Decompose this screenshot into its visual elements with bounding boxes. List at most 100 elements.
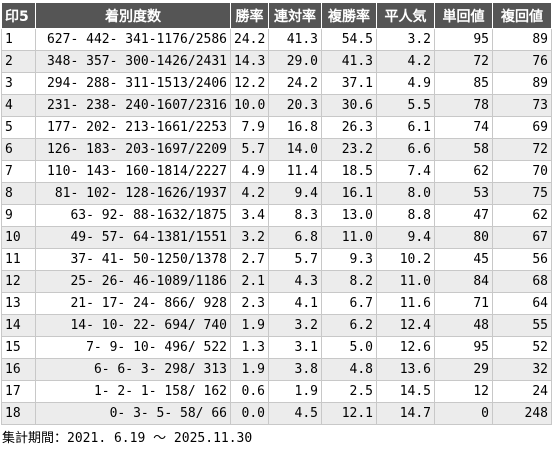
footer-period: 集計期間：2021. 6.19 ～ 2025.11.30: [1, 427, 551, 446]
cell-finish-counts: 0- 3- 5- 58/ 66: [35, 402, 231, 425]
table-row: 9 63- 92- 88-1632/1875 3.4 8.3 13.0 8.8 47 62: [1, 204, 552, 227]
footer-period-value: 2021. 6.19 ～ 2025.11.30: [67, 431, 253, 446]
cell-show-return: 75: [492, 182, 552, 205]
cell-show-return: 76: [492, 50, 552, 73]
cell-avg-popularity: 8.8: [376, 204, 435, 227]
cell-win-return: 95: [434, 336, 493, 359]
cell-rank: 14: [1, 314, 36, 337]
cell-show-rate: 8.2: [321, 270, 377, 293]
cell-place-rate: 5.7: [268, 248, 322, 271]
cell-show-rate: 6.7: [321, 292, 377, 315]
cell-show-return: 248: [492, 402, 552, 425]
cell-win-return: 53: [434, 182, 493, 205]
cell-avg-popularity: 14.5: [376, 380, 435, 403]
cell-avg-popularity: 4.2: [376, 50, 435, 73]
cell-rank: 1: [1, 28, 36, 51]
cell-place-rate: 14.0: [268, 138, 322, 161]
cell-show-return: 72: [492, 138, 552, 161]
cell-show-rate: 13.0: [321, 204, 377, 227]
cell-avg-popularity: 3.2: [376, 28, 435, 51]
cell-win-return: 78: [434, 94, 493, 117]
cell-finish-counts: 49- 57- 64-1381/1551: [35, 226, 231, 249]
cell-avg-popularity: 10.2: [376, 248, 435, 271]
header-win-rate: 勝率: [230, 2, 269, 29]
header-win-return: 単回値: [434, 2, 493, 29]
stats-table: 印5 着別度数 勝率 連対率 複勝率 平人気 単回値 複回値 1 627- 442…: [1, 2, 552, 425]
cell-avg-popularity: 9.4: [376, 226, 435, 249]
table-row: 10 49- 57- 64-1381/1551 3.2 6.8 11.0 9.4 80 67: [1, 226, 552, 249]
cell-place-rate: 3.1: [268, 336, 322, 359]
cell-show-rate: 37.1: [321, 72, 377, 95]
cell-place-rate: 6.8: [268, 226, 322, 249]
header-finish-counts: 着別度数: [35, 2, 231, 29]
table-row: 2 348- 357- 300-1426/2431 14.3 29.0 41.3 4.2 7…: [1, 50, 552, 73]
cell-win-return: 74: [434, 116, 493, 139]
cell-win-return: 58: [434, 138, 493, 161]
cell-finish-counts: 177- 202- 213-1661/2253: [35, 116, 231, 139]
cell-show-rate: 54.5: [321, 28, 377, 51]
table-row: 4 231- 238- 240-1607/2316 10.0 20.3 30.6 5.5 7…: [1, 94, 552, 117]
cell-show-return: 52: [492, 336, 552, 359]
cell-win-return: 80: [434, 226, 493, 249]
cell-place-rate: 4.5: [268, 402, 322, 425]
cell-finish-counts: 126- 183- 203-1697/2209: [35, 138, 231, 161]
cell-show-rate: 11.0: [321, 226, 377, 249]
cell-avg-popularity: 5.5: [376, 94, 435, 117]
cell-finish-counts: 231- 238- 240-1607/2316: [35, 94, 231, 117]
cell-finish-counts: 110- 143- 160-1814/2227: [35, 160, 231, 183]
cell-show-return: 73: [492, 94, 552, 117]
cell-rank: 15: [1, 336, 36, 359]
cell-finish-counts: 14- 10- 22- 694/ 740: [35, 314, 231, 337]
cell-show-rate: 5.0: [321, 336, 377, 359]
table-row: 18 0- 3- 5- 58/ 66 0.0 4.5 12.1 14.7 0 248: [1, 402, 552, 425]
cell-avg-popularity: 11.6: [376, 292, 435, 315]
cell-rank: 13: [1, 292, 36, 315]
cell-finish-counts: 21- 17- 24- 866/ 928: [35, 292, 231, 315]
cell-place-rate: 8.3: [268, 204, 322, 227]
cell-rank: 8: [1, 182, 36, 205]
cell-rank: 11: [1, 248, 36, 271]
table-row: 12 25- 26- 46-1089/1186 2.1 4.3 8.2 11.0 84 68: [1, 270, 552, 293]
cell-place-rate: 24.2: [268, 72, 322, 95]
table-row: 7 110- 143- 160-1814/2227 4.9 11.4 18.5 7.4 62…: [1, 160, 552, 183]
header-place-rate: 連対率: [268, 2, 322, 29]
cell-show-return: 24: [492, 380, 552, 403]
cell-rank: 9: [1, 204, 36, 227]
cell-place-rate: 3.8: [268, 358, 322, 381]
cell-win-rate: 4.2: [230, 182, 269, 205]
cell-show-return: 69: [492, 116, 552, 139]
cell-rank: 7: [1, 160, 36, 183]
cell-avg-popularity: 6.6: [376, 138, 435, 161]
cell-rank: 3: [1, 72, 36, 95]
cell-win-rate: 7.9: [230, 116, 269, 139]
cell-avg-popularity: 4.9: [376, 72, 435, 95]
cell-win-return: 62: [434, 160, 493, 183]
cell-win-rate: 5.7: [230, 138, 269, 161]
cell-win-rate: 1.9: [230, 314, 269, 337]
cell-show-return: 55: [492, 314, 552, 337]
cell-win-rate: 2.1: [230, 270, 269, 293]
cell-win-rate: 1.3: [230, 336, 269, 359]
cell-avg-popularity: 8.0: [376, 182, 435, 205]
cell-avg-popularity: 12.6: [376, 336, 435, 359]
cell-finish-counts: 348- 357- 300-1426/2431: [35, 50, 231, 73]
cell-finish-counts: 81- 102- 128-1626/1937: [35, 182, 231, 205]
cell-show-rate: 6.2: [321, 314, 377, 337]
cell-show-return: 62: [492, 204, 552, 227]
cell-rank: 10: [1, 226, 36, 249]
cell-win-return: 95: [434, 28, 493, 51]
cell-show-rate: 41.3: [321, 50, 377, 73]
cell-win-rate: 0.0: [230, 402, 269, 425]
stats-table-container: 印5 着別度数 勝率 連対率 複勝率 平人気 単回値 複回値 1 627- 442…: [1, 2, 552, 446]
cell-show-rate: 9.3: [321, 248, 377, 271]
cell-place-rate: 29.0: [268, 50, 322, 73]
cell-place-rate: 4.3: [268, 270, 322, 293]
table-row: 1 627- 442- 341-1176/2586 24.2 41.3 54.5 3.2 9…: [1, 28, 552, 51]
cell-show-return: 68: [492, 270, 552, 293]
cell-show-return: 89: [492, 72, 552, 95]
cell-win-return: 45: [434, 248, 493, 271]
cell-win-rate: 1.9: [230, 358, 269, 381]
cell-show-rate: 30.6: [321, 94, 377, 117]
cell-show-return: 32: [492, 358, 552, 381]
table-header-row: 印5 着別度数 勝率 連対率 複勝率 平人気 単回値 複回値: [1, 2, 552, 29]
